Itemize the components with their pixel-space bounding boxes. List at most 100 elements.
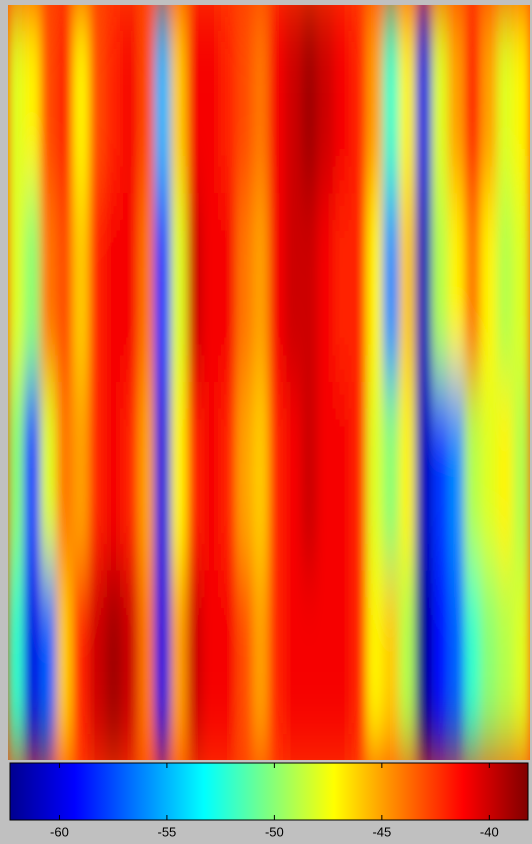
heatmap-cell — [334, 193, 351, 383]
heatmap-cell — [73, 382, 90, 572]
heatmap-cell — [24, 5, 41, 195]
heatmap-cell — [122, 5, 139, 195]
heatmap-cell — [383, 382, 400, 572]
heatmap-cell — [285, 193, 302, 383]
heatmap-cell — [171, 571, 188, 761]
heatmap-cell — [350, 193, 367, 383]
heatmap-cell — [203, 382, 220, 572]
heatmap-cell — [40, 193, 57, 383]
heatmap-cell — [464, 571, 481, 761]
heatmap-cell — [220, 382, 237, 572]
heatmap-cell — [301, 382, 318, 572]
heatmap-cell — [24, 571, 41, 761]
heatmap-cell — [366, 571, 383, 761]
heatmap-cell — [40, 5, 57, 195]
heatmap-cell — [366, 382, 383, 572]
heatmap-cell — [432, 571, 449, 761]
heatmap-cell — [24, 193, 41, 383]
heatmap-cell — [105, 193, 122, 383]
heatmap-cell — [252, 5, 269, 195]
heatmap-cell — [203, 571, 220, 761]
heatmap-cell — [89, 382, 106, 572]
heatmap-cell — [171, 193, 188, 383]
heatmap-cell — [415, 193, 432, 383]
colorbar-tick-label: -45 — [372, 824, 391, 839]
heatmap-cell — [399, 5, 416, 195]
heatmap-cell — [40, 571, 57, 761]
heatmap-cell — [187, 571, 204, 761]
heatmap-cell — [187, 193, 204, 383]
heatmap-cell — [89, 193, 106, 383]
heatmap-cell — [105, 571, 122, 761]
heatmap-cell — [317, 5, 334, 195]
heatmap-cell — [220, 193, 237, 383]
heatmap-cell — [56, 382, 73, 572]
heatmap-cell — [285, 571, 302, 761]
heatmap-cell — [285, 5, 302, 195]
heatmap-cell — [138, 193, 155, 383]
heatmap-cell — [138, 5, 155, 195]
heatmap-cell — [187, 5, 204, 195]
colorbar — [10, 763, 528, 820]
heatmap-cell — [481, 5, 498, 195]
heatmap-cell — [269, 571, 286, 761]
heatmap-cell — [497, 571, 514, 761]
heatmap-cell — [8, 193, 25, 383]
heatmap-cell — [366, 5, 383, 195]
heatmap-cell — [269, 5, 286, 195]
heatmap-cell — [513, 571, 530, 761]
heatmap-cell — [220, 5, 237, 195]
heatmap-cell — [187, 382, 204, 572]
heatmap-cell — [171, 5, 188, 195]
heatmap-cell — [415, 5, 432, 195]
heatmap-cell — [448, 382, 465, 572]
heatmap-cell — [285, 382, 302, 572]
heatmap-cell — [24, 382, 41, 572]
heatmap-cell — [252, 571, 269, 761]
heatmap-cell — [481, 571, 498, 761]
heatmap-cell — [317, 382, 334, 572]
heatmap-cell — [513, 382, 530, 572]
heatmap-cell — [350, 571, 367, 761]
heatmap-cell — [317, 571, 334, 761]
heatmap-cell — [383, 571, 400, 761]
heatmap-cell — [154, 382, 171, 572]
heatmap — [8, 5, 531, 761]
heatmap-cell — [220, 571, 237, 761]
heatmap-cell — [138, 571, 155, 761]
heatmap-cell — [513, 193, 530, 383]
heatmap-cell — [56, 5, 73, 195]
heatmap-cell — [497, 193, 514, 383]
heatmap-cell — [497, 382, 514, 572]
heatmap-cell — [448, 193, 465, 383]
heatmap-cell — [236, 382, 253, 572]
heatmap-cell — [334, 382, 351, 572]
colorbar-tick-label: -55 — [158, 824, 177, 839]
heatmap-cell — [122, 193, 139, 383]
heatmap-cell — [236, 5, 253, 195]
heatmap-cell — [350, 382, 367, 572]
heatmap-cell — [89, 571, 106, 761]
heatmap-cell — [350, 5, 367, 195]
page: {"chart_data": { "type": "heatmap", "val… — [0, 0, 532, 844]
heatmap-cell — [154, 5, 171, 195]
heatmap-cell — [464, 5, 481, 195]
heatmap-cell — [334, 571, 351, 761]
heatmap-cell — [399, 382, 416, 572]
heatmap-cell — [56, 193, 73, 383]
heatmap-cell — [269, 382, 286, 572]
heatmap-cell — [105, 382, 122, 572]
chart: -60-55-50-45-40 — [0, 0, 532, 844]
heatmap-cell — [432, 382, 449, 572]
heatmap-cell — [236, 193, 253, 383]
heatmap-cell — [513, 5, 530, 195]
heatmap-cell — [464, 193, 481, 383]
heatmap-cell — [154, 571, 171, 761]
heatmap-cell — [73, 193, 90, 383]
heatmap-cell — [203, 193, 220, 383]
heatmap-cell — [8, 382, 25, 572]
heatmap-cell — [122, 382, 139, 572]
heatmap-cell — [301, 5, 318, 195]
heatmap-cell — [122, 571, 139, 761]
heatmap-cell — [203, 5, 220, 195]
